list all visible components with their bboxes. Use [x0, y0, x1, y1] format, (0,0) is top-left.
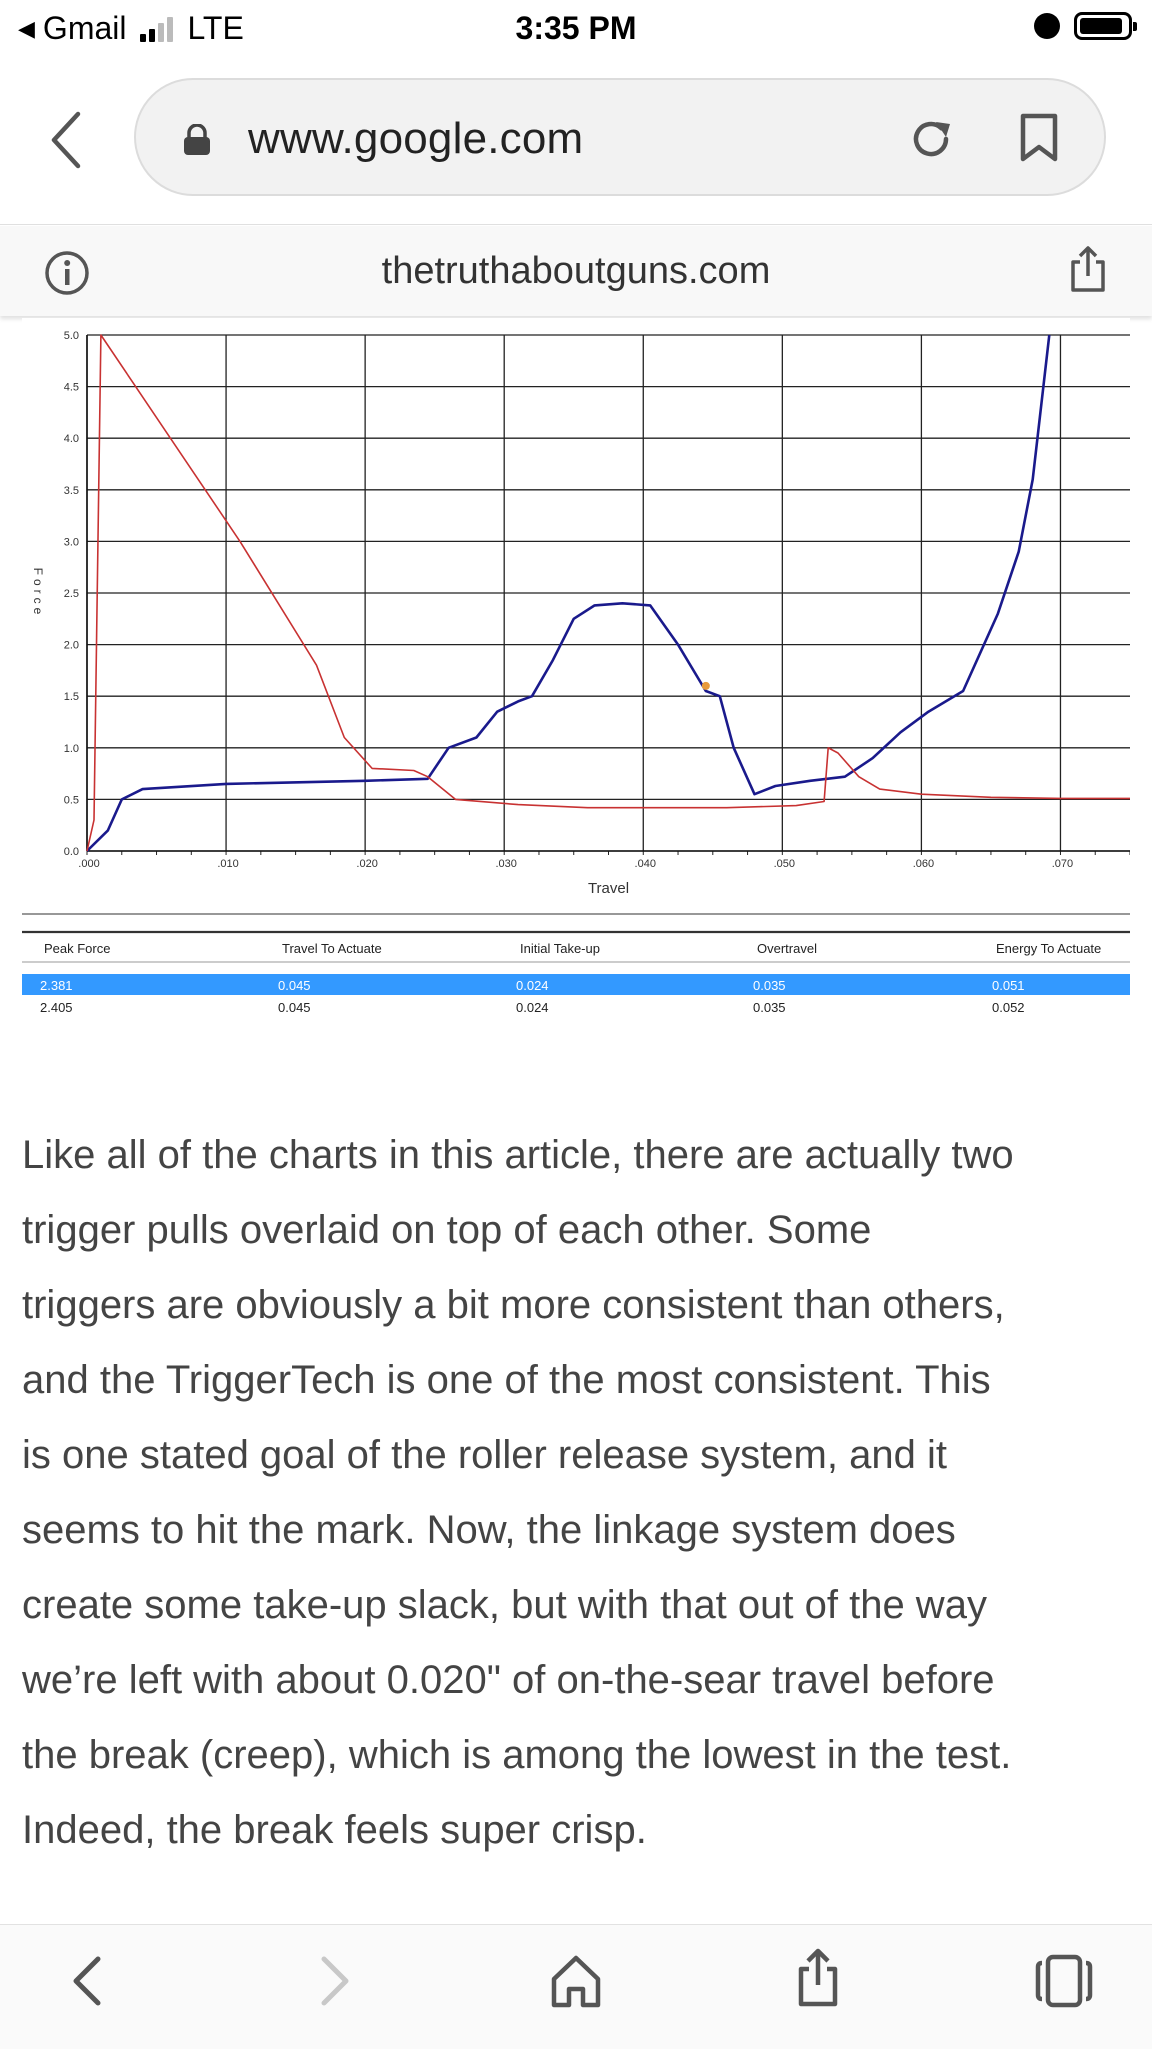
status-time: 3:35 PM — [515, 10, 637, 46]
amp-domain[interactable]: thetruthaboutguns.com — [381, 250, 771, 292]
info-icon[interactable] — [44, 250, 90, 296]
x-axis-label: Travel — [588, 880, 629, 897]
table-cell: 0.024 — [516, 978, 549, 993]
forward-chevron-icon[interactable] — [314, 1953, 354, 2009]
back-chevron-icon[interactable] — [68, 1953, 108, 2009]
back-triangle-icon[interactable]: ◀ — [18, 15, 35, 41]
network-label: LTE — [187, 10, 244, 46]
article-line: seems to hit the mark. Now, the linkage … — [22, 1508, 956, 1552]
x-tick-label: .000 — [78, 858, 99, 870]
bottom-toolbar — [0, 1924, 1152, 2049]
table-cell: 0.051 — [992, 978, 1025, 993]
article-line: Like all of the charts in this article, … — [22, 1133, 1014, 1177]
home-icon[interactable] — [550, 1953, 602, 2009]
y-tick-label: 2.0 — [64, 640, 79, 652]
table-column-header: Peak Force — [44, 941, 110, 956]
back-chevron-icon[interactable] — [46, 110, 88, 170]
article-line: is one stated goal of the roller release… — [22, 1433, 947, 1477]
table-column-header: Overtravel — [757, 941, 817, 956]
y-tick-label: 3.5 — [64, 485, 79, 497]
article-line: and the TriggerTech is one of the most c… — [22, 1358, 991, 1402]
article-line: Indeed, the break feels super crisp. — [22, 1808, 647, 1852]
signal-icon — [140, 16, 174, 42]
alarm-icon — [1034, 13, 1060, 39]
x-tick-label: .030 — [495, 858, 516, 870]
chart-svg: 0.0 0.5 1.0 1.5 2.0 2.5 3.0 3.5 4.0 4.5 5.0 .000 .01… — [22, 318, 1131, 1050]
chart-background — [22, 318, 1130, 1050]
y-tick-label: 4.0 — [64, 433, 79, 445]
article-line: we’re left with about 0.020" of on-the-s… — [22, 1658, 995, 1702]
table-cell: 2.405 — [40, 1000, 73, 1015]
article-paragraph: Like all of the charts in this article, … — [22, 1118, 1132, 1868]
table-cell: 2.381 — [40, 978, 73, 993]
x-tick-label: .010 — [217, 858, 238, 870]
y-tick-label: 1.0 — [64, 743, 79, 755]
share-icon[interactable] — [796, 1947, 840, 2009]
article-line: trigger pulls overlaid on top of each ot… — [22, 1208, 872, 1252]
table-cell: 0.024 — [516, 1000, 549, 1015]
battery-icon — [1074, 12, 1137, 40]
y-axis-label: Force — [31, 568, 45, 619]
trigger-pull-chart: 0.0 0.5 1.0 1.5 2.0 2.5 3.0 3.5 4.0 4.5 5.0 .000 .01… — [22, 318, 1131, 1050]
share-icon[interactable] — [1068, 244, 1108, 294]
x-tick-label: .060 — [913, 858, 934, 870]
series-line — [86, 334, 1130, 852]
y-tick-label: 3.0 — [64, 536, 79, 548]
y-tick-label: 0.0 — [64, 846, 79, 858]
article-line: triggers are obviously a bit more consis… — [22, 1283, 1005, 1327]
table-row-highlight — [22, 974, 1130, 995]
table-column-header: Travel To Actuate — [282, 941, 382, 956]
carrier-label: Gmail — [42, 10, 127, 46]
reload-icon[interactable] — [906, 114, 956, 164]
address-bar[interactable]: www.google.com — [134, 78, 1106, 196]
x-tick-label: .070 — [1052, 858, 1073, 870]
article-line: the break (creep), which is among the lo… — [22, 1733, 1012, 1777]
x-tick-label: .050 — [774, 858, 795, 870]
status-right — [1034, 12, 1137, 40]
x-tick-label: .020 — [356, 858, 377, 870]
article-line: create some take-up slack, but with that… — [22, 1583, 987, 1627]
y-tick-label: 0.5 — [64, 794, 79, 806]
lock-icon — [184, 124, 210, 155]
y-tick-label: 4.5 — [64, 382, 79, 394]
amp-header: thetruthaboutguns.com — [0, 226, 1152, 316]
data-point-marker — [701, 681, 710, 690]
url-text: www.google.com — [248, 114, 584, 163]
table-cell: 0.052 — [992, 1000, 1025, 1015]
table-cell: 0.045 — [278, 1000, 311, 1015]
table-column-header: Energy To Actuate — [996, 941, 1101, 956]
tabs-icon[interactable] — [1034, 1953, 1094, 2009]
table-cell: 0.035 — [753, 978, 786, 993]
series-line — [86, 334, 1051, 852]
y-tick-label: 5.0 — [64, 330, 79, 342]
x-tick-label: .040 — [635, 858, 656, 870]
y-tick-label: 2.5 — [64, 588, 79, 600]
table-column-header: Initial Take-up — [520, 941, 600, 956]
y-tick-label: 1.5 — [64, 691, 79, 703]
table-cell: 0.035 — [753, 1000, 786, 1015]
bookmark-icon[interactable] — [1016, 112, 1062, 164]
table-cell: 0.045 — [278, 978, 311, 993]
status-left: ◀ Gmail LTE — [18, 10, 244, 47]
status-bar: ◀ Gmail LTE 3:35 PM — [0, 0, 1152, 58]
browser-toolbar: www.google.com — [0, 58, 1152, 225]
